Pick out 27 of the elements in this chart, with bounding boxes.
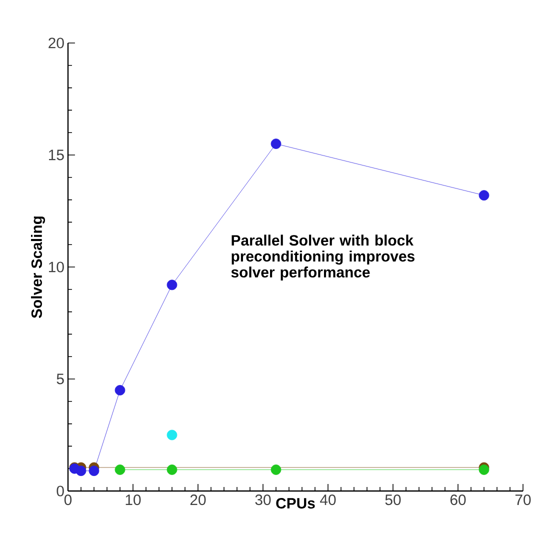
annotation: Parallel Solver with block preconditioning improves solver performance [231,234,414,280]
y-tick-label: 0 [56,486,64,496]
y-axis-title: Solver Scaling [31,216,46,318]
point [88,466,100,476]
point [270,138,282,149]
y-tick-label: 20 [48,38,64,48]
point [76,466,86,476]
x-tick-label: 40 [320,494,336,506]
point [478,190,490,200]
point [166,280,178,290]
y-tick-label: 15 [49,150,64,160]
y-tick-label: 10 [49,262,64,272]
point [114,385,126,396]
point [166,430,178,440]
point [478,464,490,475]
x-tick-label: 30 [255,494,271,506]
x-tick-label: 60 [450,494,466,506]
x-axis-title: CPUs [276,498,315,509]
x-tick-label: 20 [190,494,206,506]
point [270,464,282,475]
x-tick-label: 50 [385,494,401,506]
x-tick-label: 0 [64,494,72,506]
point [166,464,178,475]
y-tick-label: 5 [56,374,64,384]
x-tick-label: 70 [515,494,531,506]
point [114,464,126,475]
x-tick-label: 10 [126,494,141,506]
